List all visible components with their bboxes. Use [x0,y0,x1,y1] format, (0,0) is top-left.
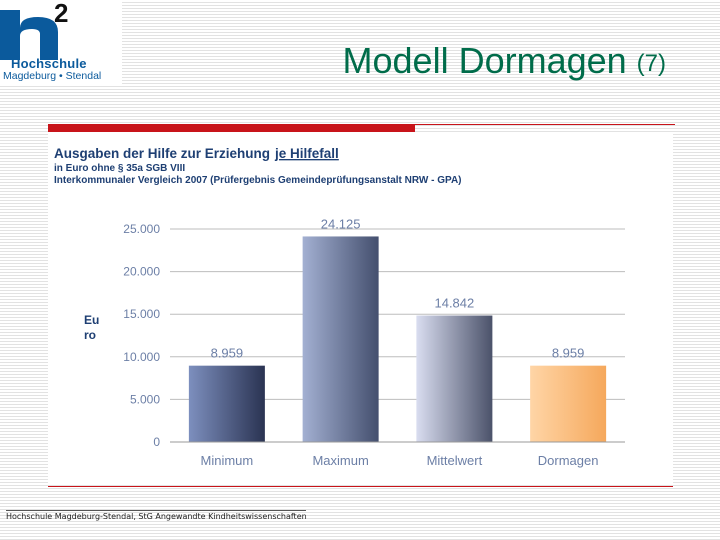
x-tick-label: Dormagen [538,453,599,468]
logo-line1: Hochschule [11,56,87,71]
y-tick-label: 25.000 [123,222,160,236]
bottom-divider [48,486,673,487]
footer-text: Hochschule Magdeburg-Stendal, StG Angewa… [6,512,307,521]
footer-divider [6,510,306,511]
data-label: 8.959 [211,346,244,361]
x-tick-label: Mittelwert [427,453,483,468]
bar-chart: Ausgaben der Hilfe zur Erziehung je Hilfe… [54,146,625,468]
chart-subtitle-2: Interkommunaler Vergleich 2007 (Prüferge… [54,175,462,186]
logo-superscript: 2 [54,0,68,28]
slide-title: Modell Dormagen (7) [343,40,666,82]
y-axis-label-2: ro [84,328,96,342]
plot-area: 0 5.000 10.000 15.000 20.000 25.000 8.959 Minim… [123,216,625,468]
y-tick-label: 5.000 [130,392,160,406]
logo-line2: Magdeburg • Stendal [3,70,102,82]
chart-title: Ausgaben der Hilfe zur Erziehung je Hilfe… [54,146,339,161]
y-tick-label: 10.000 [123,350,160,364]
y-tick-label: 15.000 [123,307,160,321]
y-tick-label: 20.000 [123,265,160,279]
bar-dormagen [530,365,607,442]
x-tick-label: Maximum [312,453,368,468]
y-axis-label-1: Eu [84,313,99,327]
data-label: 24.125 [321,216,361,231]
bar-maximum [302,236,379,442]
chart-subtitle-1: in Euro ohne § 35a SGB VIII [54,163,185,174]
x-tick-label: Minimum [201,453,254,468]
chart-title-prefix: Ausgaben der Hilfe zur Erziehung [54,146,270,161]
top-divider [415,124,675,125]
data-label: 8.959 [552,346,585,361]
h2-logo-icon: 2 [0,0,68,60]
logo: 2 Hochschule Magdeburg • Stendal [0,0,122,86]
bar-minimum [188,365,265,442]
slide-title-text: Modell Dormagen [342,40,627,81]
y-tick-label: 0 [153,435,160,449]
bar-mittelwert [416,315,493,442]
chart-title-emphasis: je Hilfefall [274,146,339,161]
data-label: 14.842 [434,296,474,311]
red-accent-bar [48,124,415,132]
slide-title-suffix: (7) [636,50,666,77]
